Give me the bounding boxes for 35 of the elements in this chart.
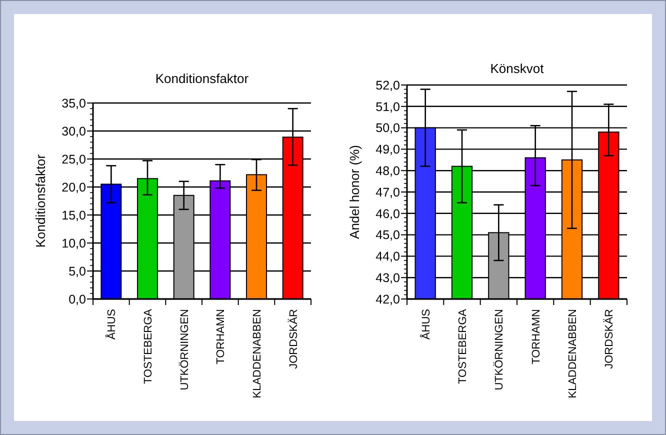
y-tick-label: 47,0 [376, 185, 400, 200]
x-tick-label: ÅHUS [419, 309, 432, 340]
x-tick-label: TORHAMN [530, 308, 542, 364]
y-axis-title: Andel honor (%) [347, 145, 362, 239]
y-tick-label: 44,0 [376, 250, 400, 264]
x-tick-label: ÅHUS [105, 309, 118, 340]
x-tick-label: UTKÖRNINGEN [178, 308, 191, 390]
y-tick-label: 50,0 [376, 121, 400, 136]
y-tick-label: 49,0 [376, 142, 400, 157]
y-tick-label: 35,0 [62, 96, 86, 110]
chart-title: Könskvot [490, 61, 544, 76]
y-tick-label: 15,0 [62, 208, 86, 222]
y-tick-label: 30,0 [62, 124, 86, 138]
y-tick-label: 10,0 [62, 236, 86, 250]
y-axis-title: Konditionsfaktor [33, 154, 48, 248]
chart-title: Konditionsfaktor [155, 71, 250, 86]
x-tick-label: JORDSKÄR [286, 308, 300, 369]
x-tick-label: TOSTEBERGA [457, 308, 469, 384]
x-tick-label: UTKÖRNINGEN [492, 308, 506, 390]
y-tick-label: 51,0 [376, 100, 400, 114]
y-tick-label: 43,0 [376, 270, 400, 285]
y-tick-label: 0,0 [68, 292, 86, 306]
x-tick-label: TOSTEBERGA [142, 308, 154, 384]
x-tick-label: KLADDENABBEN [567, 308, 579, 398]
y-tick-label: 48,0 [376, 164, 400, 178]
y-tick-label: 45,0 [376, 228, 400, 242]
x-tick-label: JORDSKÄR [602, 308, 616, 369]
x-tick-label: TORHAMN [215, 308, 228, 364]
y-tick-label: 20,0 [62, 180, 86, 194]
y-tick-label: 5,0 [68, 264, 86, 278]
x-tick-label: KLADDENABBEN [252, 308, 264, 398]
y-tick-label: 46,0 [376, 206, 400, 221]
y-tick-label: 42,0 [376, 292, 400, 306]
y-tick-label: 52,0 [376, 78, 400, 92]
y-tick-label: 25,0 [62, 152, 86, 166]
